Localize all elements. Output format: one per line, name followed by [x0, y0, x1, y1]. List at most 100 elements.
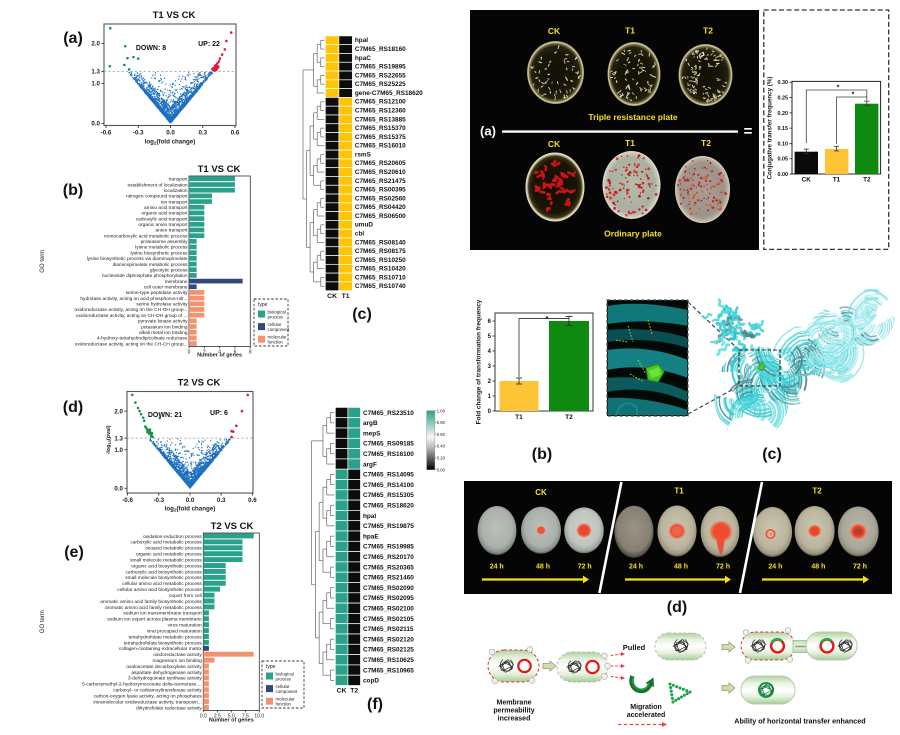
svg-text:0.20: 0.20 [778, 111, 789, 117]
svg-text:magnesium ion binding: magnesium ion binding [152, 658, 202, 664]
svg-text:T2: T2 [812, 487, 822, 496]
svg-text:function: function [268, 340, 284, 345]
svg-text:CK: CK [535, 488, 547, 497]
svg-text:2: 2 [488, 379, 492, 385]
svg-text:(f): (f) [367, 696, 383, 713]
svg-text:aromatic amino acid family bio: aromatic amino acid family biosynthetic … [100, 599, 202, 605]
svg-text:C7M65_RS12360: C7M65_RS12360 [355, 108, 406, 115]
svg-text:T1: T1 [625, 138, 635, 148]
svg-text:Triple resistance plate: Triple resistance plate [588, 112, 678, 122]
svg-text:argF: argF [363, 461, 377, 468]
svg-text:3: 3 [488, 364, 492, 370]
svg-text:oxaloacetate decarboxylase act: oxaloacetate decarboxylase activity [126, 664, 202, 670]
svg-text:UP: 22: UP: 22 [198, 41, 220, 48]
svg-text:C7M65_RS10710: C7M65_RS10710 [355, 274, 406, 281]
svg-text:gene-C7M65_RS18620: gene-C7M65_RS18620 [355, 90, 423, 97]
svg-text:Number of genes: Number of genes [209, 718, 254, 724]
svg-text:Fold change of transformation: Fold change of transformation frequency [476, 299, 483, 424]
svg-text:GO term: GO term [40, 610, 46, 633]
svg-text:0.6: 0.6 [231, 130, 240, 137]
svg-text:T1: T1 [515, 414, 523, 421]
svg-text:C7M65_RS08140: C7M65_RS08140 [355, 239, 406, 246]
svg-text:function: function [276, 702, 292, 707]
svg-text:T2: T2 [350, 688, 358, 695]
svg-text:8: 8 [249, 349, 252, 355]
svg-text:5: 5 [488, 334, 492, 340]
svg-text:process: process [276, 677, 292, 682]
svg-text:*: * [837, 85, 840, 92]
svg-text:C7M65_RS00395: C7M65_RS00395 [355, 187, 406, 194]
svg-text:organic acid biosynthetic proc: organic acid biosynthetic process [131, 563, 202, 569]
svg-text:log2(fold change): log2(fold change) [145, 139, 196, 146]
svg-text:6: 6 [234, 349, 237, 355]
svg-text:T1 VS CK: T1 VS CK [198, 164, 241, 175]
svg-text:nucleoside diphosphate phospho: nucleoside diphosphate phosphorylation [102, 273, 188, 279]
svg-text:sodium ion export across plasm: sodium ion export across plasma membrane [107, 617, 202, 623]
svg-text:(d): (d) [63, 399, 83, 416]
svg-text:-0.3: -0.3 [153, 497, 164, 504]
svg-text:umuD: umuD [355, 222, 373, 229]
svg-text:rsmS: rsmS [355, 151, 372, 158]
svg-text:C7M65_RS20610: C7M65_RS20610 [355, 169, 406, 176]
svg-text:C7M65_RS02125: C7M65_RS02125 [363, 647, 414, 654]
svg-text:7.5: 7.5 [242, 713, 249, 719]
svg-text:(a): (a) [63, 30, 83, 47]
svg-text:0.0: 0.0 [200, 713, 207, 719]
svg-text:GO term: GO term [40, 250, 46, 273]
svg-text:-0.3: -0.3 [133, 130, 144, 137]
svg-text:C7M65_RS15375: C7M65_RS15375 [355, 134, 406, 141]
svg-text:carboxylic acid biosynthetic p: carboxylic acid biosynthetic process [126, 569, 203, 575]
svg-text:0.0: 0.0 [114, 486, 123, 493]
svg-text:1.0: 1.0 [91, 81, 100, 88]
svg-text:T1: T1 [342, 293, 350, 300]
svg-text:serine hydrolase activity: serine hydrolase activity [136, 302, 188, 308]
svg-text:CK: CK [548, 139, 561, 149]
svg-text:C7M65_RS10420: C7M65_RS10420 [355, 266, 406, 273]
svg-text:component: component [276, 689, 299, 694]
svg-text:C7M65_RS12100: C7M65_RS12100 [355, 99, 406, 106]
svg-text:molecular: molecular [276, 697, 296, 702]
svg-text:4-hydroxy-tetrahydrodipicolina: 4-hydroxy-tetrahydrodipicolinate reducta… [97, 336, 188, 342]
svg-text:small molecule biosynthetic pr: small molecule biosynthetic process [125, 575, 202, 581]
svg-text:organic anion transport: organic anion transport [138, 222, 188, 228]
svg-text:C7M65_RS02100: C7M65_RS02100 [363, 606, 414, 613]
svg-text:1: 1 [488, 394, 492, 400]
svg-text:lysine biosynthetic process vi: lysine biosynthetic process via diaminop… [87, 256, 188, 262]
svg-text:C7M65_RS14100: C7M65_RS14100 [363, 482, 414, 489]
svg-text:oxidoreductase activity, actin: oxidoreductase activity, acting on the C… [75, 341, 188, 347]
svg-text:C7M65_RS02105: C7M65_RS02105 [363, 616, 414, 623]
svg-text:0.80: 0.80 [437, 420, 446, 425]
svg-text:C7M65_RS09185: C7M65_RS09185 [363, 441, 414, 448]
svg-text:C7M65_RS10625: C7M65_RS10625 [363, 657, 414, 664]
svg-text:C7M65_RS02560: C7M65_RS02560 [355, 195, 406, 202]
svg-text:cellular: cellular [276, 684, 290, 689]
svg-text:collagen-containing extracellu: collagen-containing extracellular matrix [119, 646, 203, 652]
svg-text:C7M65_RS19985: C7M65_RS19985 [363, 544, 414, 551]
svg-text:export from cell: export from cell [169, 593, 202, 599]
svg-text:sodium ion transmembrane trans: sodium ion transmembrane transport [123, 611, 202, 617]
svg-text:cellular amino acid biosynthet: cellular amino acid biosynthetic process [117, 587, 202, 593]
svg-text:lysine biosynthetic process: lysine biosynthetic process [130, 250, 188, 256]
svg-text:CK: CK [337, 688, 347, 695]
svg-text:C7M65_RS18620: C7M65_RS18620 [363, 503, 414, 510]
svg-text:-0.6: -0.6 [122, 497, 133, 504]
svg-text:cbl: cbl [355, 231, 364, 238]
svg-text:5.0: 5.0 [228, 713, 235, 719]
svg-text:C7M65_RS23510: C7M65_RS23510 [363, 410, 414, 417]
svg-text:permeability: permeability [493, 708, 534, 715]
svg-text:=: = [744, 123, 753, 140]
svg-text:48 h: 48 h [674, 564, 688, 571]
svg-text:tetrahydrofolate biosynthetic: tetrahydrofolate biosynthetic process [124, 640, 203, 646]
svg-text:intramolecular oxidoreductase: intramolecular oxidoreductase activity, … [93, 699, 201, 705]
svg-text:2.0: 2.0 [91, 41, 100, 48]
svg-text:C7M65_RS15370: C7M65_RS15370 [355, 125, 406, 132]
svg-text:aromatic amino acid family met: aromatic amino acid family metabolic pro… [105, 605, 202, 611]
svg-text:argB: argB [363, 420, 378, 427]
svg-text:glycolytic process: glycolytic process [150, 267, 188, 273]
svg-text:CK: CK [802, 177, 812, 184]
svg-text:oxidoreductase activity, actin: oxidoreductase activity, acting on CH-OH… [76, 313, 188, 319]
svg-text:hydrolase activity, acting on: hydrolase activity, acting on acid phosp… [80, 296, 187, 302]
svg-text:molecular: molecular [268, 335, 288, 340]
svg-text:organic acid transport: organic acid transport [141, 211, 188, 217]
svg-text:Ordinary plate: Ordinary plate [604, 229, 662, 239]
